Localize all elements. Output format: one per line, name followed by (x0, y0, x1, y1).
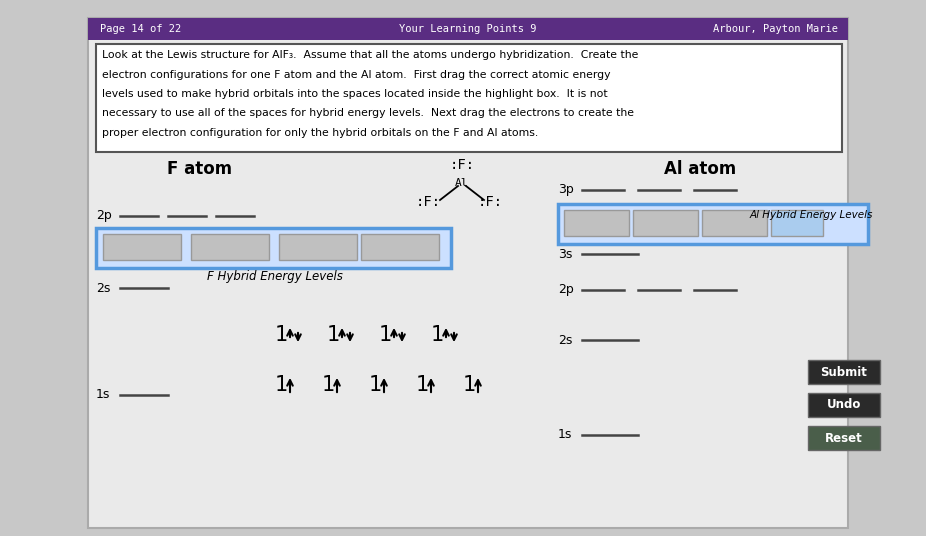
Text: 3s: 3s (558, 248, 572, 260)
Text: proper electron configuration for only the hybrid orbitals on the F and Al atoms: proper electron configuration for only t… (102, 128, 538, 138)
Text: 3p: 3p (558, 183, 574, 197)
Text: :F:: :F: (478, 195, 503, 209)
Bar (88, 18, 848, 528)
Bar (96, 228, 451, 268)
Text: 2p: 2p (96, 210, 112, 222)
Text: Al Hybrid Energy Levels: Al Hybrid Energy Levels (750, 210, 873, 220)
Text: 2s: 2s (96, 281, 110, 294)
Text: F Hybrid Energy Levels: F Hybrid Energy Levels (207, 270, 343, 283)
Text: Reset: Reset (825, 431, 863, 444)
Text: 2s: 2s (558, 333, 572, 346)
Text: Al atom: Al atom (664, 160, 736, 178)
Text: 1s: 1s (96, 389, 110, 401)
Text: F atom: F atom (168, 160, 232, 178)
Bar (191, 234, 269, 260)
Text: Your Learning Points 9: Your Learning Points 9 (399, 24, 537, 34)
Bar (88, 18, 848, 40)
Text: 1: 1 (327, 325, 340, 345)
Text: 1: 1 (321, 375, 335, 395)
Text: electron configurations for one F atom and the Al atom.  First drag the correct : electron configurations for one F atom a… (102, 70, 610, 79)
Bar (702, 210, 767, 236)
Bar (96, 44, 842, 152)
Text: 1: 1 (275, 325, 288, 345)
Bar (808, 393, 880, 417)
Bar (564, 210, 629, 236)
Text: Undo: Undo (827, 398, 861, 412)
Bar (558, 204, 868, 244)
Text: necessary to use all of the spaces for hybrid energy levels.  Next drag the elec: necessary to use all of the spaces for h… (102, 108, 634, 118)
Bar (808, 426, 880, 450)
Text: Look at the Lewis structure for AlF₃.  Assume that all the atoms undergo hybridi: Look at the Lewis structure for AlF₃. As… (102, 50, 638, 60)
Text: 1: 1 (431, 325, 444, 345)
Bar (808, 360, 880, 384)
Text: Al: Al (456, 178, 469, 188)
Text: 1s: 1s (558, 428, 572, 442)
Text: Submit: Submit (820, 366, 868, 378)
Text: levels used to make hybrid orbitals into the spaces located inside the highlight: levels used to make hybrid orbitals into… (102, 89, 607, 99)
Text: 2p: 2p (558, 284, 574, 296)
Text: 1: 1 (369, 375, 382, 395)
Bar (103, 234, 181, 260)
Bar (633, 210, 698, 236)
Text: Arbour, Payton Marie: Arbour, Payton Marie (713, 24, 838, 34)
Bar (361, 234, 439, 260)
Bar (279, 234, 357, 260)
Bar (771, 210, 823, 236)
Text: :F:: :F: (449, 158, 474, 172)
Text: 1: 1 (275, 375, 288, 395)
Text: 1: 1 (463, 375, 476, 395)
Text: Page 14 of 22: Page 14 of 22 (100, 24, 181, 34)
Text: :F:: :F: (416, 195, 441, 209)
Text: 1: 1 (416, 375, 429, 395)
Text: 1: 1 (379, 325, 392, 345)
